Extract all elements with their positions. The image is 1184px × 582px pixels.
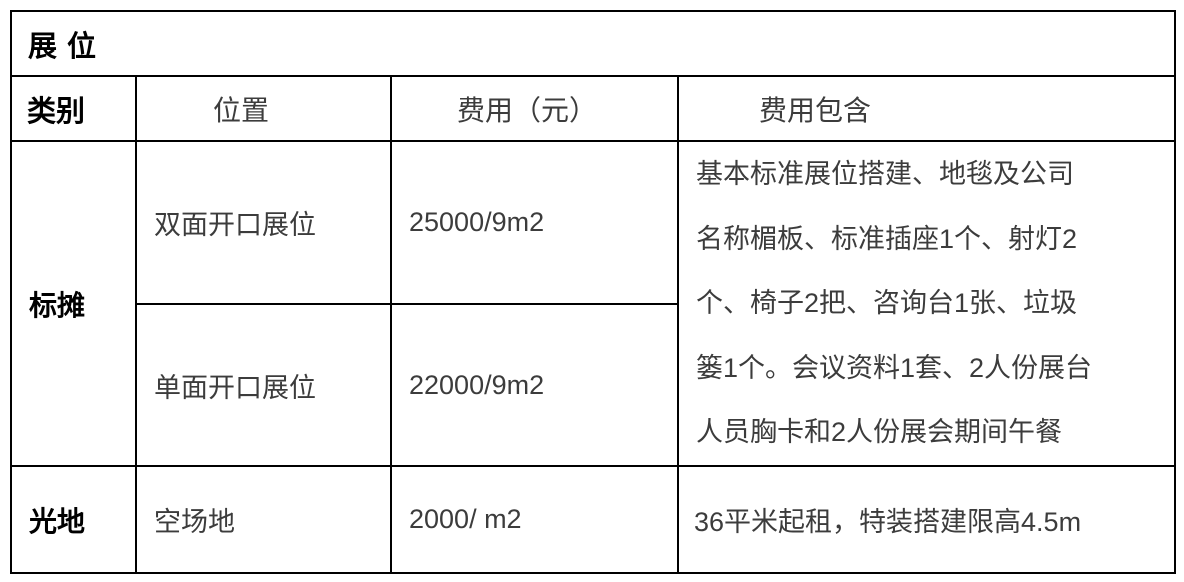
location-cell-single-open: 单面开口展位 — [135, 303, 392, 467]
table-title-row: 展 位 — [10, 10, 1176, 77]
table-title: 展 位 — [10, 10, 1176, 77]
fee-cell-double-open: 25000/9m2 — [390, 140, 679, 305]
fee-includes-cell-standard-booth: 基本标准展位搭建、地毯及公司 名称楣板、标准插座1个、射灯2 个、椅子2把、咨询… — [677, 140, 1176, 467]
fee-cell-empty-ground: 2000/ m2 — [390, 465, 679, 574]
fee-includes-line: 篓1个。会议资料1套、2人份展台 — [696, 352, 1093, 383]
category-cell-raw-space: 光地 — [10, 465, 137, 574]
col-header-fee-includes: 费用包含 — [677, 75, 1176, 142]
fee-includes-line: 名称楣板、标准插座1个、射灯2 — [696, 223, 1078, 254]
table-row-standard-booth-single: 单面开口展位 22000/9m2 — [11, 303, 1175, 467]
fee-includes-line: 人员胸卡和2人份展会期间午餐 — [696, 417, 1063, 448]
category-cell-standard-booth: 标摊 — [10, 140, 137, 467]
col-header-fee: 费用（元） — [390, 75, 679, 142]
fee-cell-single-open: 22000/9m2 — [390, 303, 679, 467]
fee-includes-line: 个、椅子2把、咨询台1张、垃圾 — [696, 288, 1078, 319]
fee-includes-cell-raw-space: 36平米起租，特装搭建限高4.5m — [677, 465, 1176, 574]
location-cell-empty-ground: 空场地 — [135, 465, 392, 574]
table-row-raw-space: 光地 空场地 2000/ m2 36平米起租，特装搭建限高4.5m — [10, 465, 1176, 574]
table-header-row: 类别 位置 费用（元） 费用包含 — [10, 75, 1176, 142]
fee-includes-line: 基本标准展位搭建、地毯及公司 — [696, 159, 1074, 190]
location-cell-double-open: 双面开口展位 — [135, 140, 392, 305]
col-header-location: 位置 — [135, 75, 392, 142]
table-row-standard-booth-double: 标摊 双面开口展位 25000/9m2 基本标准展位搭建、地毯及公司 名称楣板、… — [10, 140, 1176, 467]
booth-pricing-table: 展 位 类别 位置 费用（元） 费用包含 标摊 双面开口展位 25000/9m2… — [10, 10, 1176, 574]
col-header-category: 类别 — [10, 75, 137, 142]
